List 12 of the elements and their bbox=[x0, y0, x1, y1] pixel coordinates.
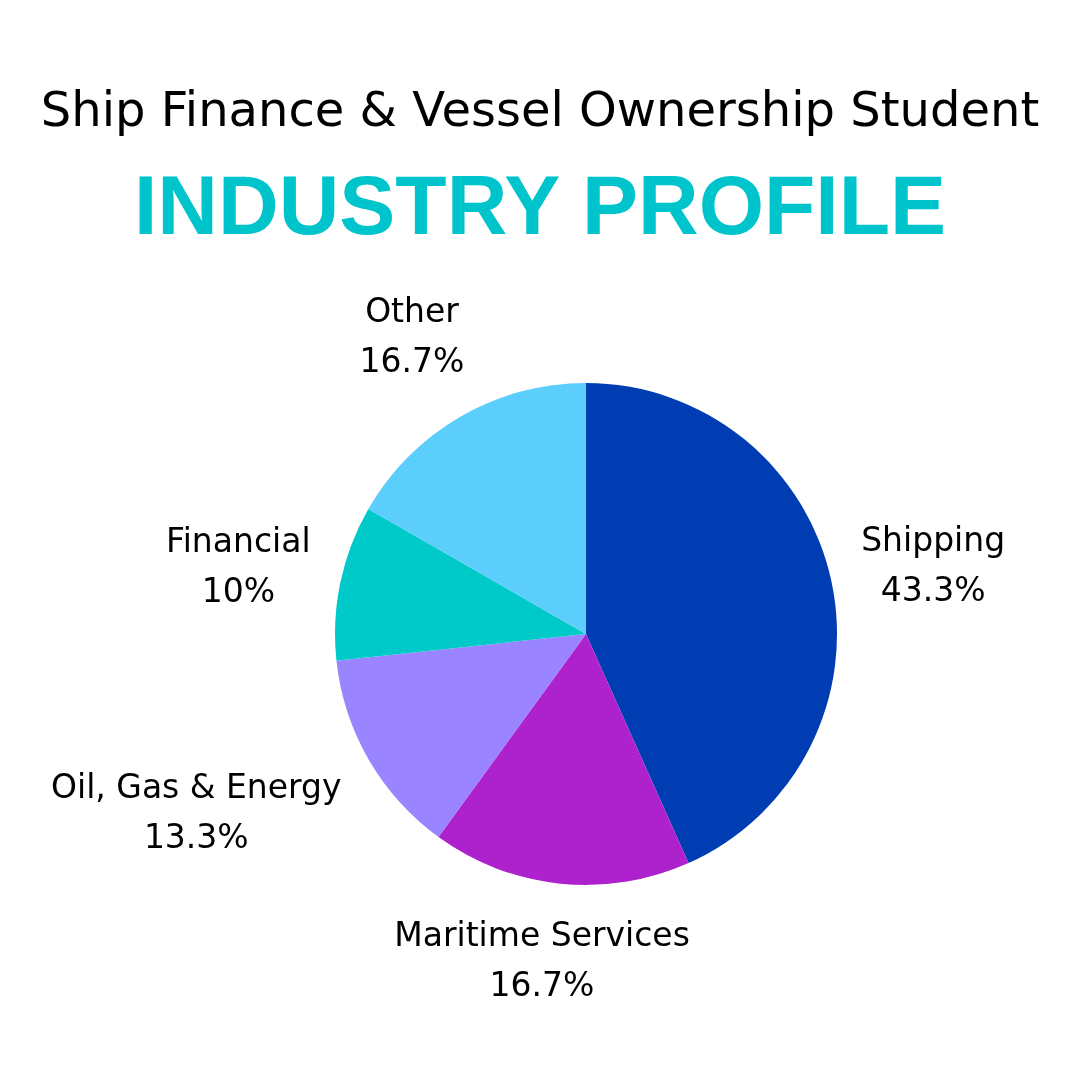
chart-subtitle: INDUSTRY PROFILE bbox=[133, 158, 947, 252]
data-label: 16.7% bbox=[359, 340, 465, 380]
data-label: 16.7% bbox=[489, 964, 595, 1004]
slice-label: Maritime Services bbox=[394, 914, 690, 954]
slice-label: Oil, Gas & Energy bbox=[51, 767, 342, 807]
slice-label: Shipping bbox=[861, 519, 1006, 559]
chart-title: Ship Finance & Vessel Ownership Student bbox=[40, 81, 1040, 137]
data-label: 10% bbox=[201, 570, 276, 610]
slice-label: Other bbox=[365, 290, 460, 330]
data-label: 13.3% bbox=[143, 817, 249, 857]
slice-label: Financial bbox=[166, 520, 311, 560]
data-label: 43.3% bbox=[880, 569, 986, 609]
